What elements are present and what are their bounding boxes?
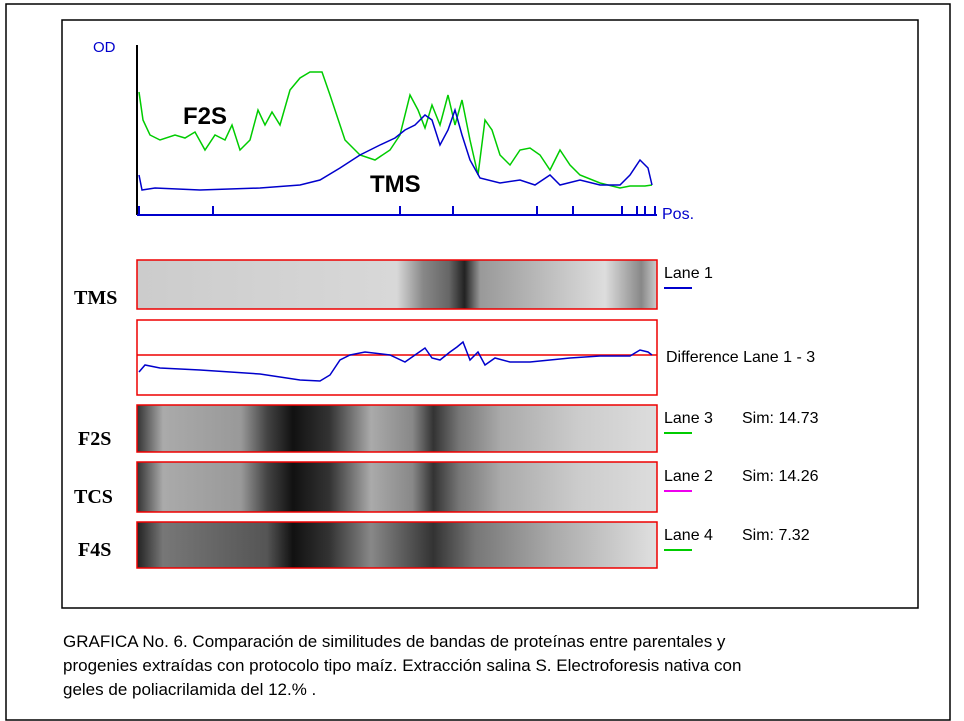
sample-label: TCS	[74, 486, 113, 508]
caption-line: progenies extraídas con protocolo tipo m…	[63, 656, 741, 675]
page-border	[5, 3, 951, 721]
similarity: Sim: 7.32	[742, 527, 810, 544]
lane-caption: Lane 4	[664, 527, 713, 544]
sample-label: TMS	[74, 287, 117, 309]
difference-curve	[138, 340, 653, 382]
sample-label: F4S	[78, 539, 111, 561]
similarity: Sim: 14.26	[742, 468, 819, 485]
annotation: F2S	[183, 103, 227, 130]
x-axis-label: Pos.	[662, 206, 694, 223]
gel-lane	[136, 259, 658, 310]
y-axis-label: OD	[93, 39, 116, 56]
sample-label: F2S	[78, 428, 111, 450]
lane-caption: Lane 2	[664, 468, 713, 485]
similarity: Sim: 14.73	[742, 410, 819, 427]
curve-f2s	[138, 71, 653, 189]
gel-lane	[136, 461, 658, 513]
gel-lane	[136, 404, 658, 453]
caption-line: GRAFICA No. 6. Comparación de similitude…	[63, 632, 726, 651]
lane-caption: Difference Lane 1 - 3	[666, 349, 815, 366]
lane-caption: Lane 1	[664, 265, 713, 282]
lane-caption: Lane 3	[664, 410, 713, 427]
gel-lane	[136, 521, 658, 569]
x-ticks	[138, 206, 656, 215]
caption-line: geles de poliacrilamida del 12.% .	[63, 680, 316, 699]
curve-tms	[138, 107, 653, 191]
annotation: TMS	[370, 171, 421, 198]
